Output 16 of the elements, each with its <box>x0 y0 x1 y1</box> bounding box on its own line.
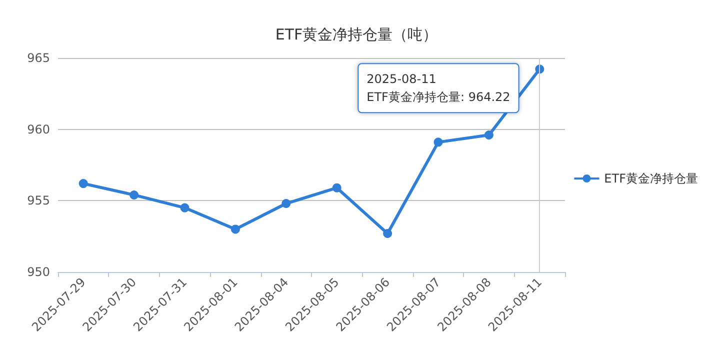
point <box>130 190 139 200</box>
y-tick-label: 965 <box>27 51 50 65</box>
point <box>484 130 494 140</box>
legend-label: ETF黄金净持仓量 <box>604 172 698 186</box>
chart-title: ETF黄金净持仓量（吨） <box>275 26 438 44</box>
y-tick-label: 950 <box>27 265 50 279</box>
point <box>332 183 342 192</box>
point <box>383 228 392 238</box>
y-tick-label: 955 <box>27 194 50 208</box>
point <box>282 199 291 208</box>
y-tick-label: 960 <box>27 122 50 136</box>
annotation: 2025-08-11 ETF黄金净持仓量: 964.22 <box>366 72 510 104</box>
point <box>78 179 88 188</box>
point <box>180 203 190 212</box>
point <box>434 138 443 147</box>
point <box>230 224 240 234</box>
